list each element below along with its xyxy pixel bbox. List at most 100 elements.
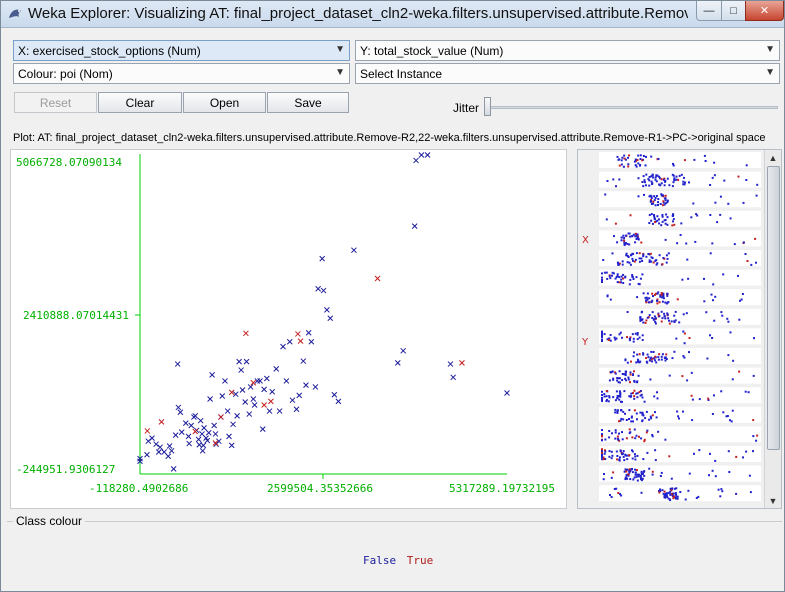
data-point-false[interactable] (411, 223, 418, 229)
data-point-false[interactable] (174, 361, 181, 367)
data-point-false[interactable] (504, 390, 510, 396)
data-point-false[interactable] (259, 426, 266, 432)
data-point-false[interactable] (165, 453, 172, 460)
attribute-strip-plots[interactable]: X Y (578, 150, 764, 508)
data-point-false[interactable] (178, 429, 185, 435)
data-point-false[interactable] (224, 408, 231, 414)
data-point-false[interactable] (296, 392, 303, 399)
attribute-strip[interactable] (599, 191, 761, 208)
scroll-up-arrow-icon[interactable]: ▲ (768, 152, 778, 163)
attribute-strip[interactable] (599, 269, 761, 286)
attribute-strip[interactable] (599, 465, 761, 482)
data-point-true[interactable] (250, 379, 257, 386)
jitter-slider-thumb[interactable] (484, 97, 491, 116)
data-point-false[interactable] (351, 247, 357, 254)
data-point-false[interactable] (185, 433, 192, 440)
attribute-strip[interactable] (599, 308, 761, 325)
data-point-false[interactable] (201, 425, 207, 431)
data-point-false[interactable] (230, 421, 236, 428)
attribute-strip[interactable] (599, 230, 761, 247)
data-point-false[interactable] (312, 384, 319, 390)
data-point-false[interactable] (188, 422, 195, 429)
maximize-button[interactable]: □ (721, 1, 746, 21)
clear-button[interactable]: Clear (98, 92, 182, 113)
data-point-true[interactable] (228, 389, 235, 396)
data-point-false[interactable] (394, 359, 401, 366)
data-point-false[interactable] (207, 396, 213, 402)
data-point-false[interactable] (222, 378, 228, 384)
attribute-strip[interactable] (599, 152, 761, 168)
data-point-true[interactable] (261, 402, 267, 408)
data-point-false[interactable] (137, 455, 143, 462)
data-point-false[interactable] (400, 347, 407, 354)
data-point-false[interactable] (197, 417, 204, 424)
data-point-false[interactable] (212, 431, 219, 437)
data-point-false[interactable] (155, 449, 162, 455)
data-point-false[interactable] (315, 285, 321, 292)
data-point-false[interactable] (251, 402, 258, 408)
data-point-false[interactable] (335, 398, 342, 405)
strip-scrollbar[interactable]: ▲ ▼ (764, 150, 781, 508)
select-instance-select[interactable]: Select Instance ▼ (355, 63, 780, 84)
open-button[interactable]: Open (183, 92, 266, 113)
scroll-thumb[interactable] (767, 166, 780, 450)
data-point-false[interactable] (144, 451, 150, 458)
data-point-false[interactable] (283, 378, 290, 384)
data-point-false[interactable] (286, 338, 293, 345)
data-point-false[interactable] (236, 358, 242, 365)
data-point-false[interactable] (263, 375, 270, 382)
attribute-strip[interactable] (599, 210, 761, 227)
data-point-false[interactable] (228, 442, 235, 449)
data-point-false[interactable] (269, 388, 276, 395)
data-point-false[interactable] (232, 391, 239, 398)
legend-false-label[interactable]: False (363, 554, 397, 567)
data-point-false[interactable] (182, 420, 189, 426)
data-point-false[interactable] (276, 408, 283, 414)
data-point-false[interactable] (247, 384, 254, 390)
data-point-false[interactable] (238, 367, 245, 373)
data-point-true[interactable] (459, 359, 465, 366)
data-point-false[interactable] (199, 447, 206, 454)
data-point-false[interactable] (280, 343, 286, 350)
data-point-false[interactable] (250, 396, 257, 402)
save-button[interactable]: Save (267, 92, 349, 113)
data-point-true[interactable] (268, 398, 274, 405)
data-point-false[interactable] (234, 413, 240, 419)
data-point-false[interactable] (192, 413, 199, 419)
data-point-false[interactable] (424, 152, 431, 158)
attribute-strip[interactable] (599, 171, 761, 188)
data-point-false[interactable] (216, 438, 222, 445)
data-point-true[interactable] (158, 419, 165, 425)
data-point-false[interactable] (293, 406, 300, 413)
data-point-false[interactable] (209, 372, 215, 378)
data-point-false[interactable] (418, 152, 425, 158)
data-point-false[interactable] (257, 378, 263, 384)
attribute-strip[interactable] (599, 446, 761, 462)
data-point-false[interactable] (177, 409, 184, 416)
data-point-false[interactable] (168, 447, 175, 454)
data-point-false[interactable] (331, 391, 338, 398)
data-point-false[interactable] (200, 442, 207, 449)
data-point-false[interactable] (204, 437, 211, 444)
data-point-false[interactable] (137, 458, 143, 465)
data-point-false[interactable] (319, 255, 326, 262)
attribute-strip-panel[interactable]: X Y ▲ ▼ (577, 149, 782, 509)
data-point-false[interactable] (308, 338, 315, 345)
data-point-false[interactable] (261, 386, 267, 393)
attribute-strip[interactable] (599, 328, 761, 345)
y-axis-select[interactable]: Y: total_stock_value (Num) ▼ (355, 40, 780, 61)
data-point-false[interactable] (327, 315, 334, 322)
data-point-false[interactable] (266, 408, 273, 414)
data-point-true[interactable] (212, 440, 219, 446)
data-point-true[interactable] (144, 428, 151, 434)
attribute-strip[interactable] (599, 426, 761, 443)
data-point-false[interactable] (205, 429, 212, 436)
attribute-strip[interactable] (599, 387, 761, 404)
colour-select[interactable]: Colour: poi (Nom) ▼ (13, 63, 350, 84)
data-point-false[interactable] (324, 306, 330, 313)
scroll-down-arrow-icon[interactable]: ▼ (768, 495, 778, 506)
reset-button[interactable]: Reset (14, 92, 97, 113)
data-point-false[interactable] (172, 432, 179, 438)
data-point-true[interactable] (192, 428, 199, 435)
data-point-false[interactable] (157, 444, 163, 451)
